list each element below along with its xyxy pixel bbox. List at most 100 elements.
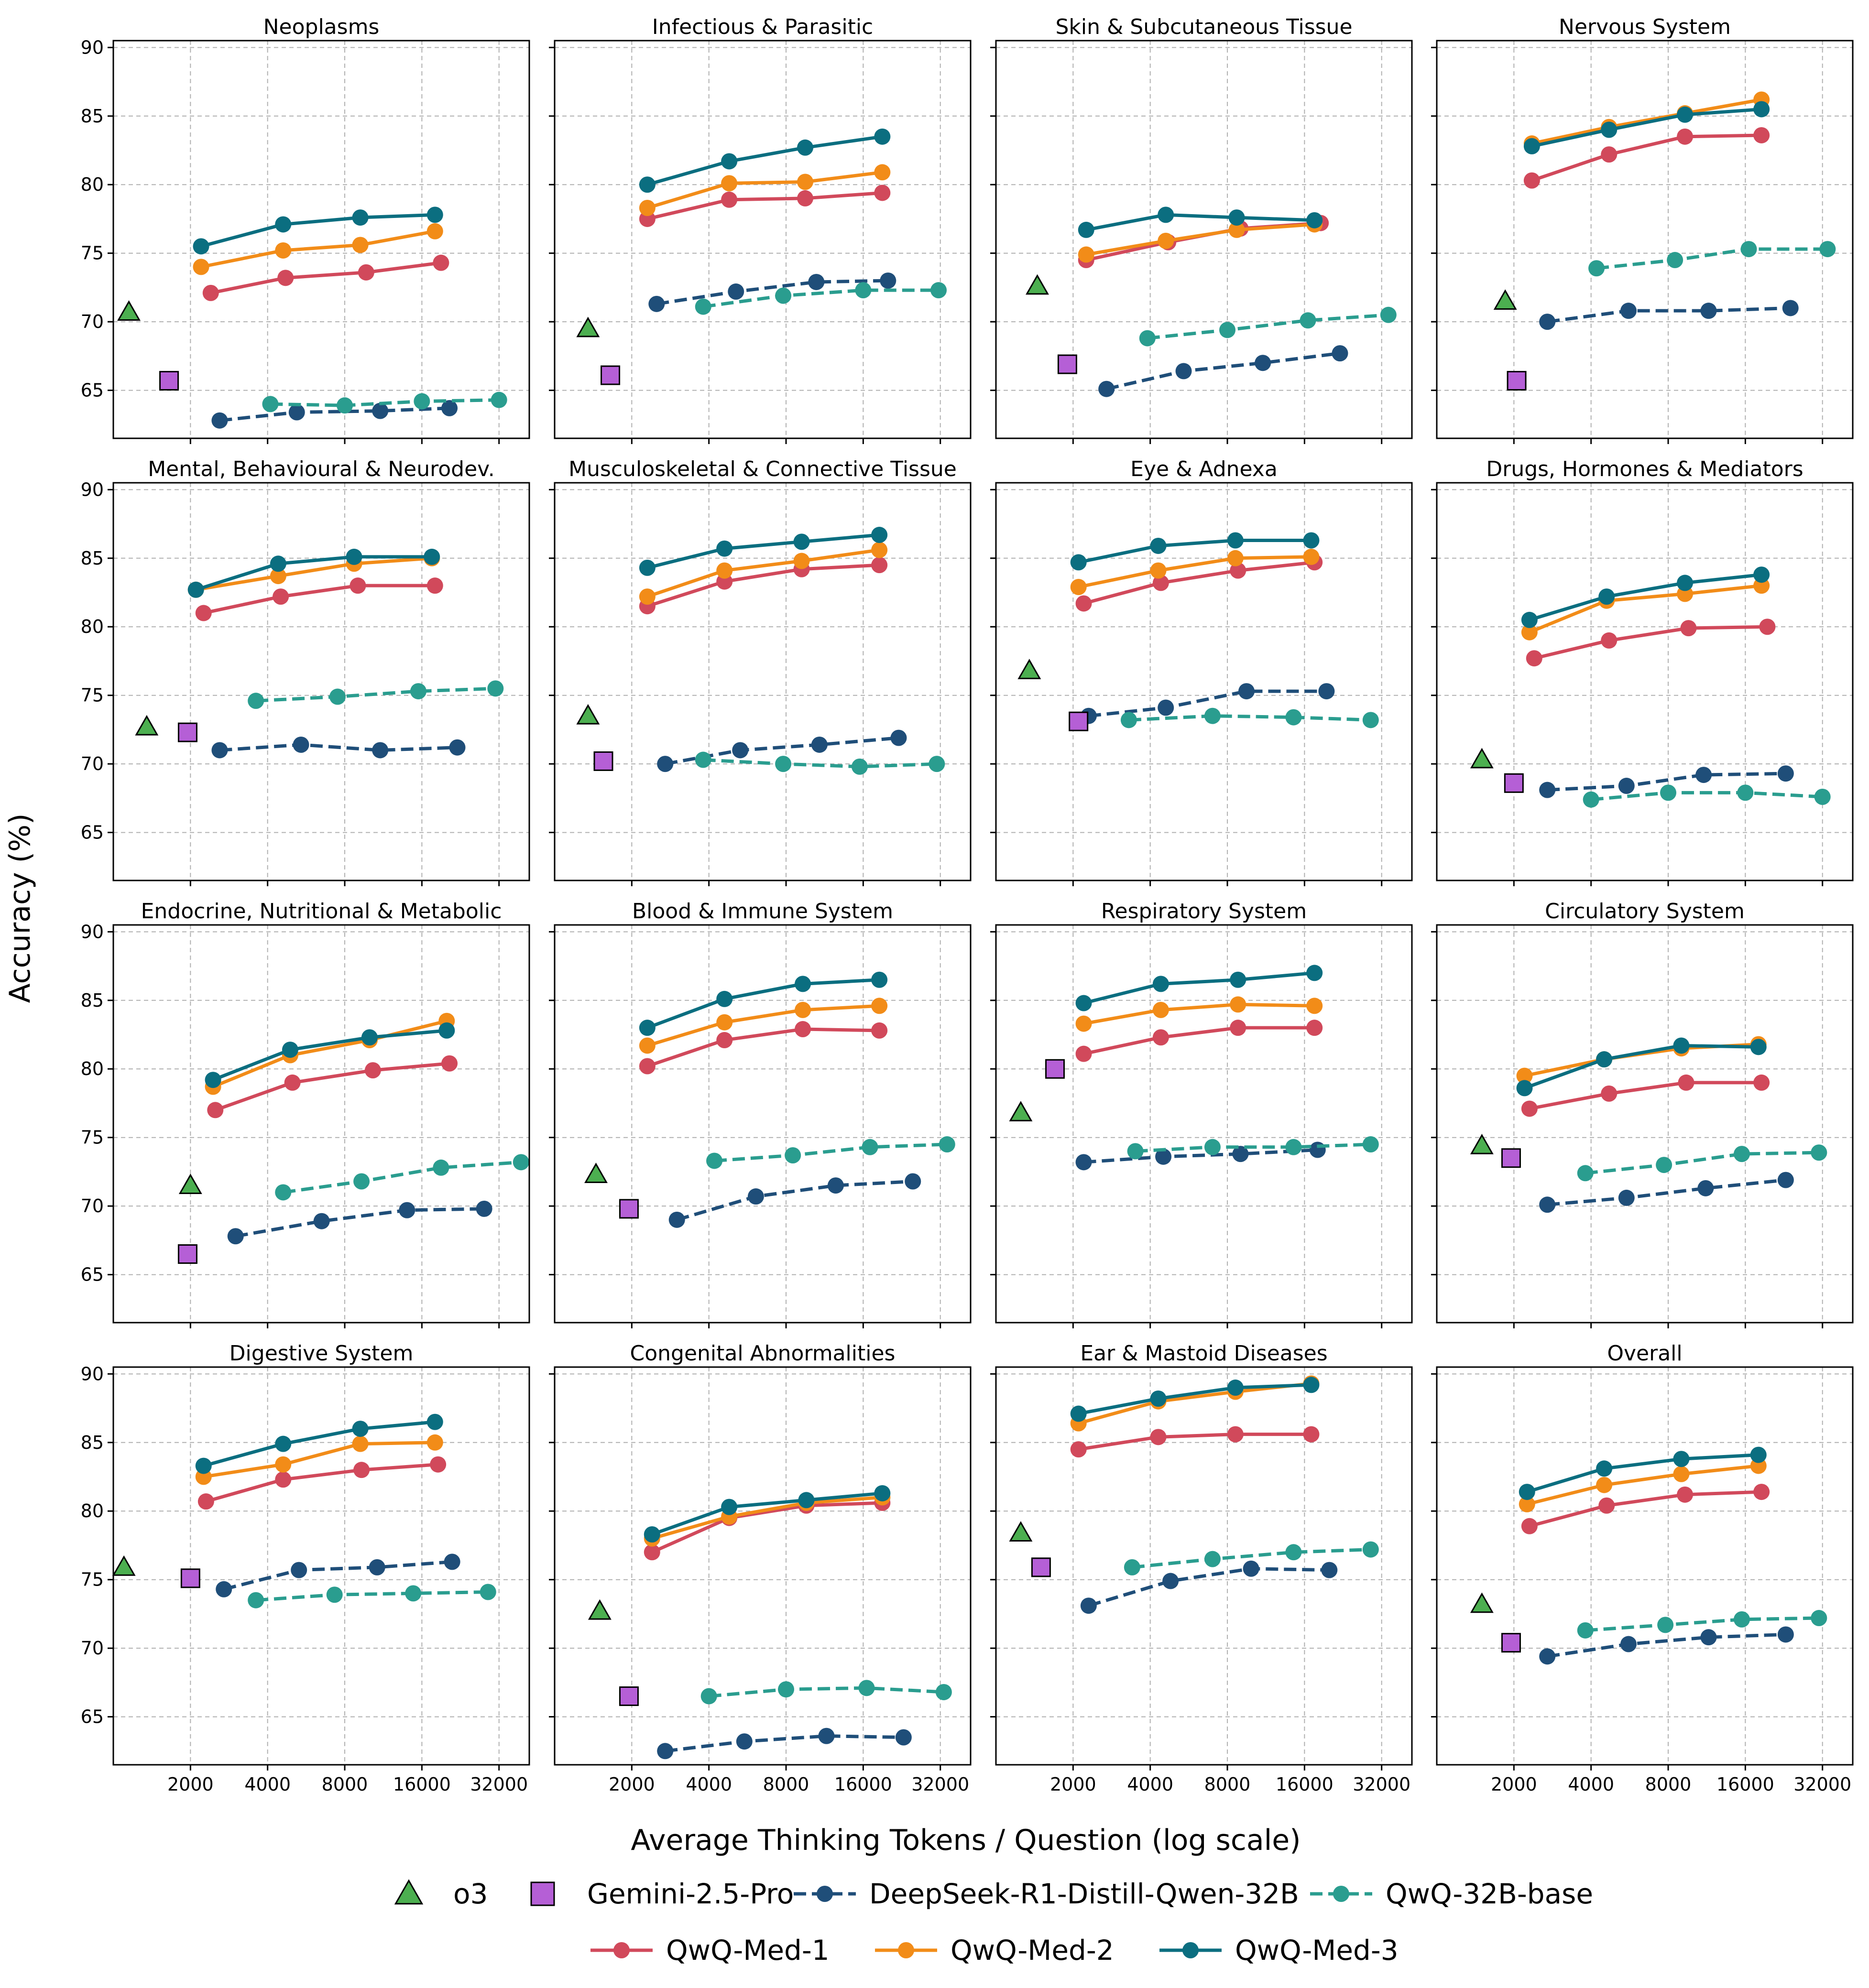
- series-line-qwq-med-3: [646, 135, 883, 186]
- data-point-qwq-med-1: [871, 1022, 888, 1039]
- data-point-qwq-med-2: [1152, 1001, 1169, 1018]
- series-qwq-med-2: [1075, 996, 1323, 1032]
- plot-frame: [1436, 1366, 1854, 1766]
- data-point-deepseek-r1-distill-qwen-32b: [211, 742, 228, 759]
- series-qwq-med-3: [1519, 1446, 1767, 1500]
- data-point-qwq-med-3: [1753, 101, 1770, 118]
- data-point-qwq-32b-base: [491, 391, 507, 408]
- legend-item-qwq-32b-base: QwQ-32B-base: [1310, 1878, 1593, 1910]
- data-point-qwq-med-3: [1070, 554, 1087, 571]
- series-line-qwq-med-3: [1524, 1043, 1759, 1090]
- data-point-qwq-med-1: [639, 1058, 656, 1075]
- data-point-qwq-32b-base: [775, 756, 792, 772]
- series-line-qwq-med-2: [1529, 584, 1762, 634]
- y-axis-title: Accuracy (%): [3, 814, 37, 1003]
- data-point-qwq-med-3: [187, 581, 204, 598]
- series-o3: [1017, 659, 1041, 679]
- data-point-deepseek-r1-distill-qwen-32b: [1700, 1629, 1717, 1646]
- data-point-qwq-med-1: [1230, 1020, 1246, 1036]
- series-line-qwq-32b-base: [1147, 313, 1389, 340]
- series-line-qwq-med-1: [647, 191, 883, 221]
- data-point-qwq-med-3: [644, 1526, 660, 1543]
- series-qwq-32b-base: [275, 1154, 529, 1201]
- data-point-qwq-med-3: [639, 176, 656, 193]
- data-point-gemini-2-5-pro: [1069, 711, 1089, 731]
- data-point-qwq-med-1: [874, 185, 891, 201]
- x-tick-label: 16000: [393, 1774, 451, 1795]
- data-point-deepseek-r1-distill-qwen-32b: [1098, 380, 1115, 397]
- series-qwq-med-2: [639, 164, 891, 217]
- data-point-qwq-med-3: [1227, 1380, 1244, 1396]
- data-point-qwq-med-3: [1227, 532, 1244, 549]
- x-tick-label: 16000: [1276, 1774, 1333, 1795]
- data-point-deepseek-r1-distill-qwen-32b: [216, 1581, 232, 1597]
- data-point-qwq-med-1: [1152, 1029, 1169, 1046]
- data-point-deepseek-r1-distill-qwen-32b: [1620, 303, 1637, 319]
- y-tick-label: 80: [81, 174, 104, 195]
- data-point-qwq-32b-base: [433, 1159, 449, 1176]
- data-point-qwq-med-1: [1598, 1497, 1615, 1514]
- series-qwq-med-3: [1070, 532, 1320, 571]
- plot-frame: [554, 924, 972, 1324]
- panel-title: Respiratory System: [1101, 899, 1307, 923]
- data-point-qwq-32b-base: [1300, 312, 1316, 329]
- series-gemini-2-5-pro: [1507, 371, 1527, 391]
- series-line-qwq-med-2: [646, 170, 883, 210]
- plot-frame: [1436, 924, 1854, 1324]
- panel-endocrine-nutritional-metabolic: Endocrine, Nutritional & Metabolic 65 70 75…: [81, 899, 530, 1328]
- data-point-qwq-32b-base: [1285, 1139, 1302, 1155]
- data-point-deepseek-r1-distill-qwen-32b: [895, 1729, 912, 1746]
- data-point-qwq-32b-base: [1819, 241, 1836, 258]
- data-point-qwq-med-1: [1753, 127, 1770, 143]
- legend-marker: [1182, 1942, 1199, 1958]
- data-point-qwq-med-3: [639, 1020, 656, 1036]
- data-point-qwq-med-1: [795, 1021, 811, 1038]
- data-point-qwq-32b-base: [1657, 1617, 1674, 1633]
- data-point-qwq-med-1: [1677, 128, 1694, 145]
- series-qwq-med-1: [195, 577, 443, 621]
- series-line-qwq-med-2: [1526, 1464, 1759, 1506]
- y-tick-label: 65: [81, 380, 104, 401]
- data-point-qwq-med-1: [1070, 1441, 1087, 1458]
- series-line-qwq-med-3: [1086, 213, 1315, 232]
- data-point-qwq-med-3: [1673, 1037, 1690, 1054]
- data-point-deepseek-r1-distill-qwen-32b: [1620, 1636, 1637, 1652]
- data-point-qwq-32b-base: [1583, 791, 1599, 808]
- data-point-qwq-32b-base: [513, 1154, 529, 1171]
- panel-title: Neoplasms: [263, 15, 380, 39]
- data-point-qwq-32b-base: [706, 1152, 723, 1169]
- plot-frame: [112, 40, 530, 439]
- series-gemini-2-5-pro: [619, 1686, 639, 1706]
- data-point-qwq-med-3: [1228, 209, 1245, 226]
- series-line-qwq-32b-base: [1591, 791, 1823, 802]
- series-o3: [1026, 274, 1049, 295]
- data-point-gemini-2-5-pro: [180, 1568, 200, 1588]
- data-point-qwq-med-2: [716, 1014, 733, 1031]
- data-point-o3: [1493, 289, 1517, 310]
- data-point-qwq-32b-base: [337, 397, 353, 414]
- plot-frame: [995, 482, 1413, 881]
- series-qwq-med-3: [187, 548, 440, 598]
- data-point-qwq-med-1: [350, 577, 366, 594]
- x-tick-label: 8000: [1204, 1774, 1251, 1795]
- data-point-deepseek-r1-distill-qwen-32b: [880, 272, 896, 289]
- series-gemini-2-5-pro: [1501, 1148, 1521, 1168]
- data-point-qwq-32b-base: [862, 1139, 878, 1155]
- series-line-qwq-med-1: [1529, 1490, 1762, 1528]
- series-qwq-med-1: [1521, 1074, 1770, 1117]
- data-point-deepseek-r1-distill-qwen-32b: [1618, 778, 1635, 794]
- data-point-deepseek-r1-distill-qwen-32b: [1255, 355, 1271, 371]
- data-point-qwq-32b-base: [929, 756, 945, 772]
- data-point-qwq-med-2: [795, 1001, 811, 1018]
- data-point-deepseek-r1-distill-qwen-32b: [1539, 1196, 1556, 1213]
- data-point-qwq-med-3: [352, 209, 369, 226]
- y-tick-label: 90: [81, 1363, 104, 1384]
- panel-circulatory-system: Circulatory System: [1431, 899, 1854, 1328]
- data-point-qwq-med-2: [1158, 232, 1174, 249]
- legend-marker: [613, 1942, 630, 1958]
- panel-nervous-system: Nervous System: [1431, 15, 1854, 444]
- series-line-qwq-med-2: [196, 556, 432, 592]
- legend-item-qwq-med-1: QwQ-Med-1: [590, 1934, 830, 1966]
- data-point-o3: [576, 704, 600, 725]
- series-line-qwq-med-3: [195, 555, 432, 592]
